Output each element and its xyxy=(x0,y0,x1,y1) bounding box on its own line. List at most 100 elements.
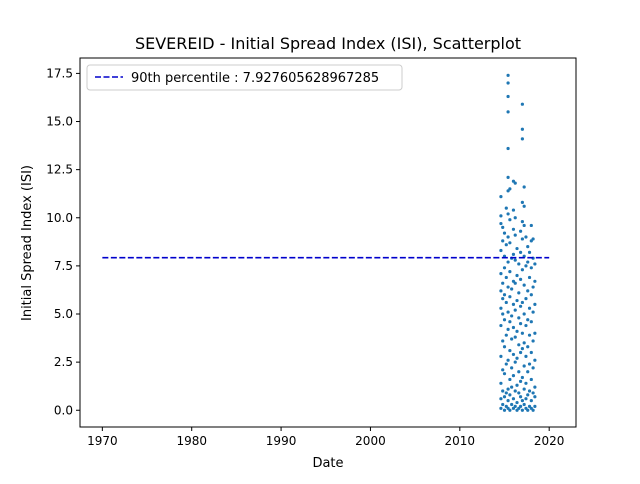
data-point xyxy=(504,243,508,247)
data-point xyxy=(502,408,507,412)
data-point xyxy=(517,316,521,320)
data-point xyxy=(529,293,533,297)
data-point xyxy=(499,406,503,410)
axes-frame xyxy=(79,57,577,428)
data-point xyxy=(531,391,535,395)
data-point xyxy=(511,352,516,357)
data-point xyxy=(518,250,523,255)
data-point xyxy=(499,323,503,328)
data-point xyxy=(526,408,530,412)
data-point xyxy=(517,343,521,347)
data-point xyxy=(513,216,517,220)
data-point xyxy=(526,393,530,397)
data-point xyxy=(511,208,516,212)
data-point xyxy=(526,245,530,249)
y-tick-label: 12.5 xyxy=(46,163,73,177)
data-point xyxy=(513,233,517,237)
data-point xyxy=(522,223,526,228)
data-point xyxy=(506,399,510,403)
data-point xyxy=(524,297,528,301)
legend: 90th percentile : 7.927605628967285 xyxy=(86,64,403,91)
y-tick-label: 5.0 xyxy=(54,307,73,321)
data-point xyxy=(517,391,521,395)
data-point xyxy=(501,339,505,343)
data-point xyxy=(502,266,507,270)
data-point xyxy=(508,408,512,412)
x-axis-label: Date xyxy=(312,456,343,471)
data-point xyxy=(522,341,526,345)
data-point xyxy=(511,302,516,306)
data-point xyxy=(515,400,519,405)
y-axis-label: Initial Spread Index (ISI) xyxy=(20,165,35,321)
y-tick-label: 7.5 xyxy=(54,259,73,273)
data-point xyxy=(518,304,523,308)
data-point xyxy=(517,291,521,295)
data-point xyxy=(527,275,532,280)
data-point xyxy=(533,395,537,399)
data-point xyxy=(502,318,507,322)
data-point xyxy=(513,404,517,408)
data-point xyxy=(501,297,505,301)
data-point xyxy=(531,285,535,289)
data-point xyxy=(520,200,524,204)
data-point xyxy=(502,293,507,297)
data-point xyxy=(518,379,523,383)
data-point xyxy=(518,229,523,233)
data-point xyxy=(499,271,503,276)
data-point xyxy=(520,102,524,106)
data-point xyxy=(518,350,523,355)
data-point xyxy=(501,402,505,407)
data-point xyxy=(508,187,512,191)
data-point xyxy=(501,281,505,285)
data-point xyxy=(510,287,514,291)
data-point xyxy=(508,377,512,382)
data-point xyxy=(513,389,517,393)
data-point xyxy=(522,387,526,391)
plot-area xyxy=(102,73,550,412)
data-point xyxy=(499,354,503,358)
data-point xyxy=(527,333,532,337)
data-point xyxy=(533,302,537,306)
data-point xyxy=(529,377,533,382)
data-point xyxy=(520,331,524,335)
y-tick-label: 15.0 xyxy=(46,115,73,129)
x-tick-label: 2000 xyxy=(355,434,386,448)
data-point xyxy=(510,337,514,341)
x-tick-label: 1980 xyxy=(176,434,207,448)
data-point xyxy=(506,175,510,179)
legend-box xyxy=(86,64,403,91)
data-point xyxy=(515,298,519,303)
data-point xyxy=(502,345,507,349)
data-point xyxy=(510,402,514,407)
data-point xyxy=(524,354,528,358)
data-point xyxy=(527,306,532,310)
data-point xyxy=(506,358,510,362)
data-point xyxy=(522,185,526,189)
data-point xyxy=(531,237,535,241)
data-point xyxy=(506,235,510,239)
x-tick-label: 1990 xyxy=(266,434,297,448)
data-point xyxy=(506,81,510,85)
data-point xyxy=(520,220,524,224)
y-tick-label: 2.5 xyxy=(54,355,73,369)
data-point xyxy=(531,339,535,343)
data-point xyxy=(526,289,530,293)
data-point xyxy=(518,404,523,408)
data-point xyxy=(526,318,530,322)
data-point xyxy=(526,370,530,374)
data-point xyxy=(520,375,524,380)
data-point xyxy=(510,366,514,370)
data-point xyxy=(506,285,510,289)
data-point xyxy=(511,252,516,256)
data-point xyxy=(501,312,505,316)
data-point xyxy=(520,300,524,305)
data-point xyxy=(522,283,526,287)
data-point xyxy=(508,393,512,397)
data-point xyxy=(508,320,512,324)
data-point xyxy=(531,366,535,370)
data-point xyxy=(518,322,523,326)
data-point xyxy=(529,350,533,355)
y-tick-label: 0.0 xyxy=(54,403,73,417)
